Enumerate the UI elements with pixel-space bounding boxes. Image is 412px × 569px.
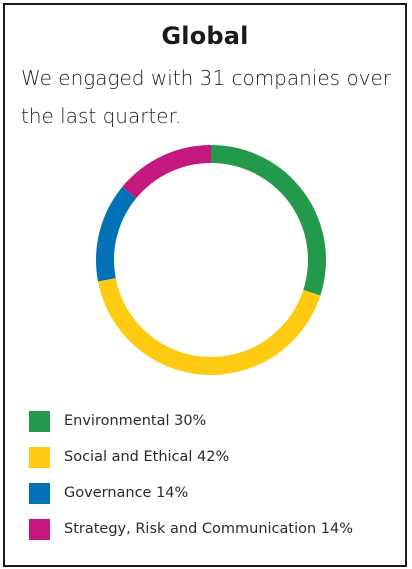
legend-label: Environmental 30% [64, 413, 207, 429]
legend-swatch [29, 411, 50, 432]
legend-item: Social and Ethical 42% [29, 447, 399, 468]
legend-label: Strategy, Risk and Communication 14% [64, 521, 354, 537]
chart-card: Global We engaged with 31 companies over… [3, 3, 407, 567]
chart-legend: Environmental 30% Social and Ethical 42% G… [29, 411, 399, 555]
donut-slice-environmental [211, 145, 326, 296]
chart-subtitle: We engaged with 31 companies over the la… [21, 66, 392, 128]
legend-label: Social and Ethical 42% [64, 449, 230, 465]
donut-slice-social-and-ethical [98, 278, 321, 375]
donut-slice-governance [96, 186, 137, 282]
donut-slice-strategy-risk-and-communication [122, 145, 211, 199]
legend-swatch [29, 519, 50, 540]
legend-label: Governance 14% [64, 485, 189, 501]
donut-chart [96, 145, 326, 375]
legend-item: Strategy, Risk and Communication 14% [29, 519, 399, 540]
legend-item: Governance 14% [29, 483, 399, 504]
legend-item: Environmental 30% [29, 411, 399, 432]
legend-swatch [29, 447, 50, 468]
chart-title: Global [161, 22, 249, 50]
legend-swatch [29, 483, 50, 504]
